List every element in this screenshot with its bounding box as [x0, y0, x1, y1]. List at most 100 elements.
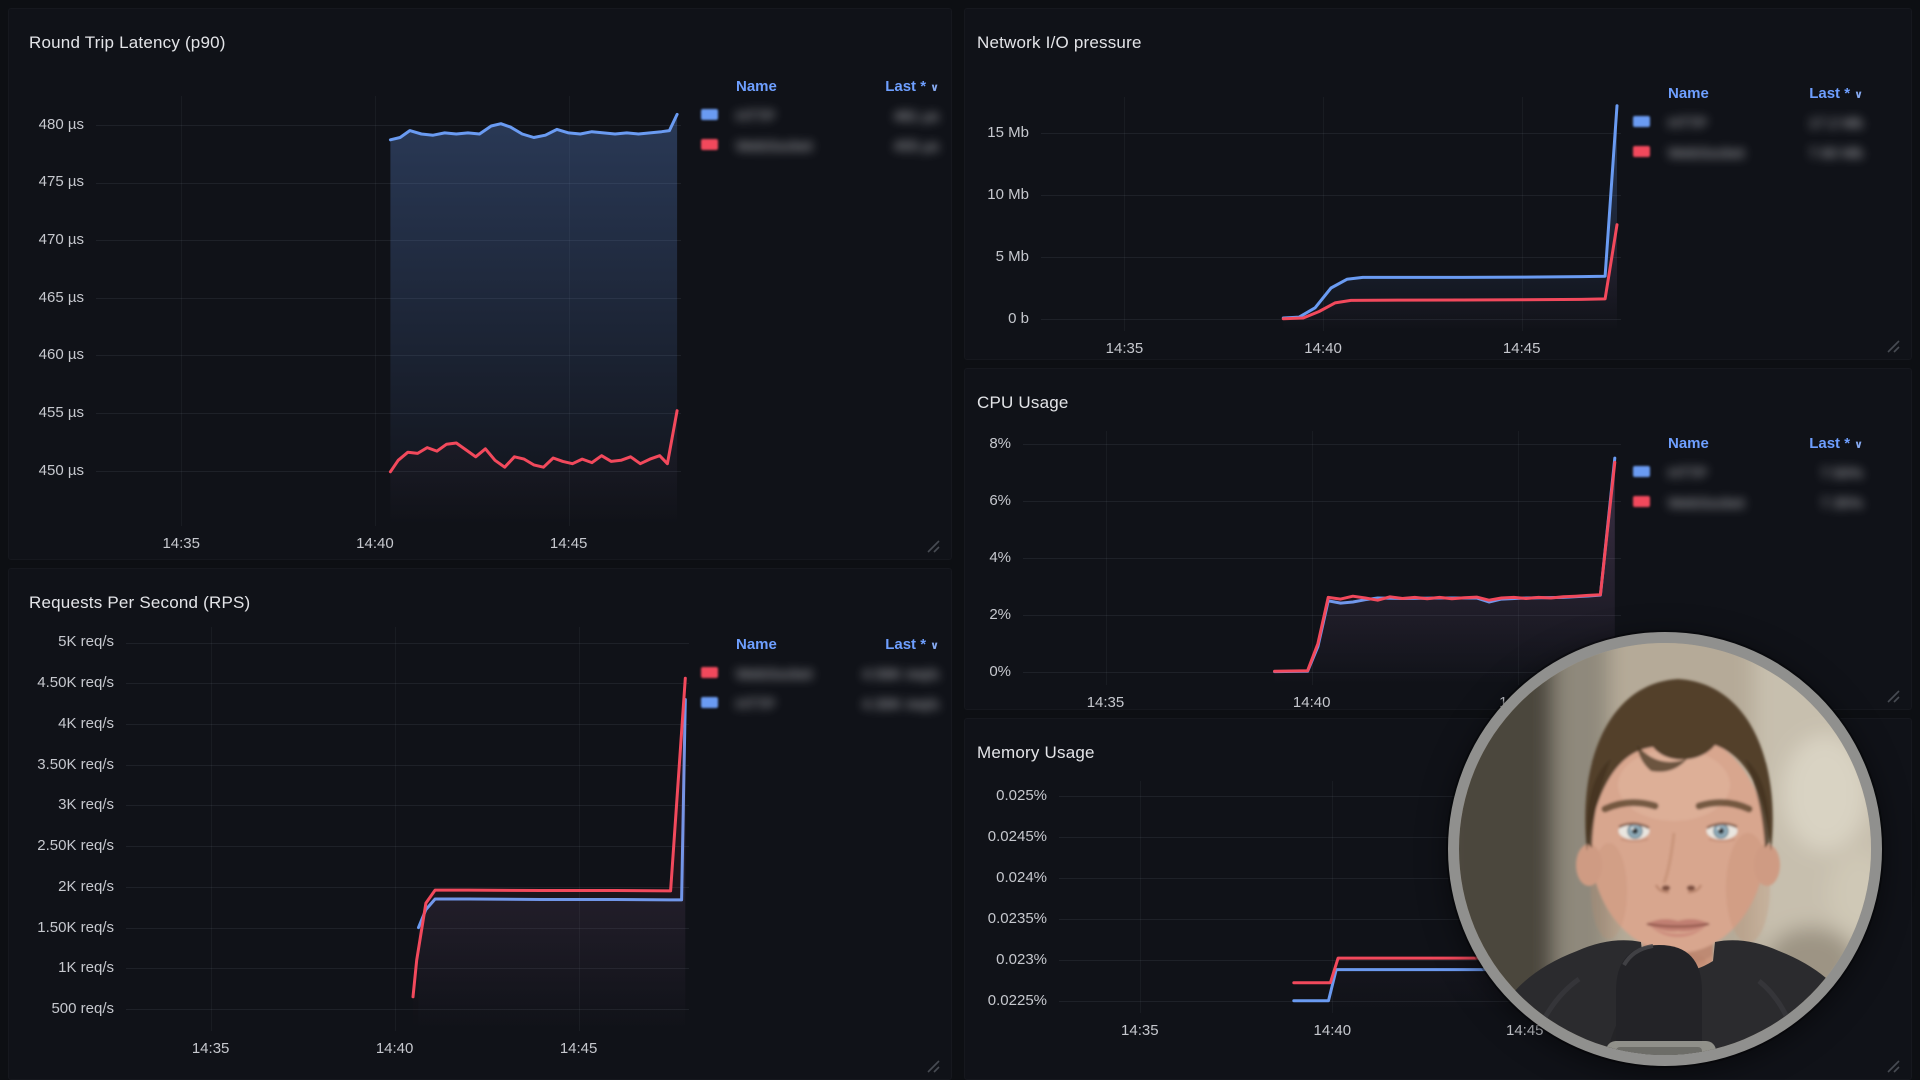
y-axis-tick-label: 0.025%	[996, 786, 1047, 804]
y-axis-tick-label: 0 b	[1008, 309, 1029, 327]
series-area-HTTP	[1283, 105, 1617, 331]
chart-plot-area[interactable]	[1023, 431, 1621, 685]
x-axis-tick-label: 14:35	[162, 535, 200, 552]
y-axis-tick-label: 1K req/s	[58, 959, 114, 977]
gridline	[1059, 877, 1621, 879]
legend-row[interactable]: WebSocket 7.60 Mb	[1633, 138, 1863, 168]
swatch-cell	[1633, 114, 1668, 132]
legend-header: Name Last * ∨	[701, 629, 939, 659]
panel-title[interactable]: Network I/O pressure	[977, 33, 1142, 52]
chart-plot-area[interactable]	[1041, 97, 1621, 331]
y-axis-tick-label: 10 Mb	[987, 185, 1029, 203]
gridline	[96, 355, 681, 357]
series-swatch[interactable]	[701, 667, 718, 678]
gridline	[1323, 97, 1325, 331]
legend: Name Last * ∨ WebSocket 4.56K req/s HTTP …	[701, 629, 939, 719]
panel-resize-handle[interactable]	[1887, 690, 1900, 703]
y-axis-tick-label: 465 µs	[38, 288, 84, 306]
y-axis-tick-label: 8%	[989, 434, 1011, 452]
series-area-WebSocket	[1274, 462, 1615, 685]
series-swatch[interactable]	[701, 109, 718, 120]
panel-resize-handle[interactable]	[927, 1060, 940, 1073]
legend-row[interactable]: HTTP 17.2 Mb	[1633, 108, 1863, 138]
y-axis-tick-label: 0.0235%	[987, 909, 1047, 927]
panel-title[interactable]: Requests Per Second (RPS)	[29, 593, 251, 612]
chart-plot-area[interactable]	[96, 96, 681, 527]
gridline	[1124, 97, 1126, 331]
legend: Name Last * ∨ HTTP 7.50% WebSocket 7.35%	[1633, 428, 1863, 518]
legend-header: Name Last * ∨	[1633, 428, 1863, 458]
series-area-WebSocket	[413, 678, 686, 1031]
gridline	[1059, 836, 1621, 838]
series-swatch[interactable]	[1633, 466, 1650, 477]
gridline	[126, 968, 689, 970]
legend-header-name[interactable]: Name	[1668, 84, 1709, 102]
legend-series-name[interactable]: WebSocket	[736, 137, 813, 155]
legend-header-last-label: Last *	[885, 635, 927, 653]
panel-resize-handle[interactable]	[1887, 1060, 1900, 1073]
legend-series-name[interactable]: HTTP	[736, 107, 776, 125]
x-axis-tick-label: 14:40	[1304, 340, 1342, 357]
legend-header-last[interactable]: Last * ∨	[1759, 435, 1863, 452]
legend-row[interactable]: HTTP 4.30K req/s	[701, 689, 939, 719]
legend-header-name[interactable]: Name	[736, 77, 777, 95]
gridline	[1023, 558, 1621, 559]
legend-row[interactable]: WebSocket 4.56K req/s	[701, 659, 939, 689]
y-axis-tick-label: 3.50K req/s	[37, 755, 114, 773]
legend: Name Last * ∨ HTTP 17.2 Mb WebSocket 7.60…	[1633, 78, 1863, 168]
series-swatch[interactable]	[1633, 116, 1650, 127]
legend-series-name[interactable]: WebSocket	[1668, 144, 1745, 162]
legend-series-name[interactable]: HTTP	[736, 695, 776, 713]
series-swatch[interactable]	[701, 139, 718, 150]
legend-series-name[interactable]: HTTP	[1668, 114, 1708, 132]
panel-title[interactable]: Memory Usage	[977, 743, 1095, 762]
legend-header-name[interactable]: Name	[736, 635, 777, 653]
gridline	[1517, 431, 1519, 685]
legend-row[interactable]: WebSocket 455 µs	[701, 131, 939, 161]
series-swatch[interactable]	[701, 697, 718, 708]
x-axis-tick-label: 14:45	[1505, 1022, 1544, 1039]
legend-row[interactable]: WebSocket 7.35%	[1633, 488, 1863, 518]
series-swatch[interactable]	[1633, 146, 1650, 157]
swatch-cell	[701, 695, 736, 713]
gridline	[126, 723, 689, 725]
series-area-WebSocket	[1283, 224, 1617, 331]
y-axis-tick-label: 0.0245%	[987, 827, 1047, 845]
series-swatch[interactable]	[1633, 496, 1650, 507]
legend-header-last[interactable]: Last * ∨	[835, 636, 939, 653]
y-axis-tick-label: 0.024%	[996, 868, 1047, 886]
panel-resize-handle[interactable]	[927, 540, 940, 553]
chart-plot-area[interactable]	[126, 627, 689, 1031]
x-axis-tick-label: 14:40	[1313, 1022, 1352, 1039]
presenter-portrait	[1459, 643, 1871, 1055]
legend-header-last[interactable]: Last * ∨	[1759, 85, 1863, 102]
legend-header-last-label: Last *	[1809, 434, 1851, 452]
y-axis-tick-label: 5 Mb	[995, 247, 1029, 265]
series-line-WebSocket	[411, 676, 687, 999]
gridline	[1059, 795, 1621, 797]
gridline	[1311, 431, 1313, 685]
legend-last-value: 17.2 Mb	[1808, 114, 1863, 132]
legend-series-name[interactable]: HTTP	[1668, 464, 1708, 482]
gridline	[96, 124, 681, 126]
panel-title[interactable]: Round Trip Latency (p90)	[29, 33, 226, 52]
legend-header-name[interactable]: Name	[1668, 434, 1709, 452]
swatch-cell	[1633, 494, 1668, 512]
legend-series-name[interactable]: WebSocket	[736, 665, 813, 683]
x-axis-tick-label: 14:45	[1502, 340, 1541, 357]
panel-resize-handle[interactable]	[1887, 340, 1900, 353]
gridline	[210, 627, 212, 1031]
panel-title[interactable]: CPU Usage	[977, 393, 1069, 412]
legend-row[interactable]: HTTP 7.50%	[1633, 458, 1863, 488]
y-axis-tick-label: 4K req/s	[58, 714, 114, 732]
gridline	[96, 413, 681, 414]
legend-header-last[interactable]: Last * ∨	[835, 78, 939, 95]
gridline	[126, 642, 689, 644]
swatch-cell	[701, 137, 736, 155]
y-axis-tick-label: 475 µs	[38, 173, 84, 191]
x-axis-tick-label: 14:40	[375, 1040, 414, 1057]
legend-series-name[interactable]: WebSocket	[1668, 494, 1745, 512]
legend-row[interactable]: HTTP 481 µs	[701, 101, 939, 131]
y-axis-tick-label: 0.0225%	[987, 991, 1047, 1009]
gridline	[1041, 257, 1621, 258]
